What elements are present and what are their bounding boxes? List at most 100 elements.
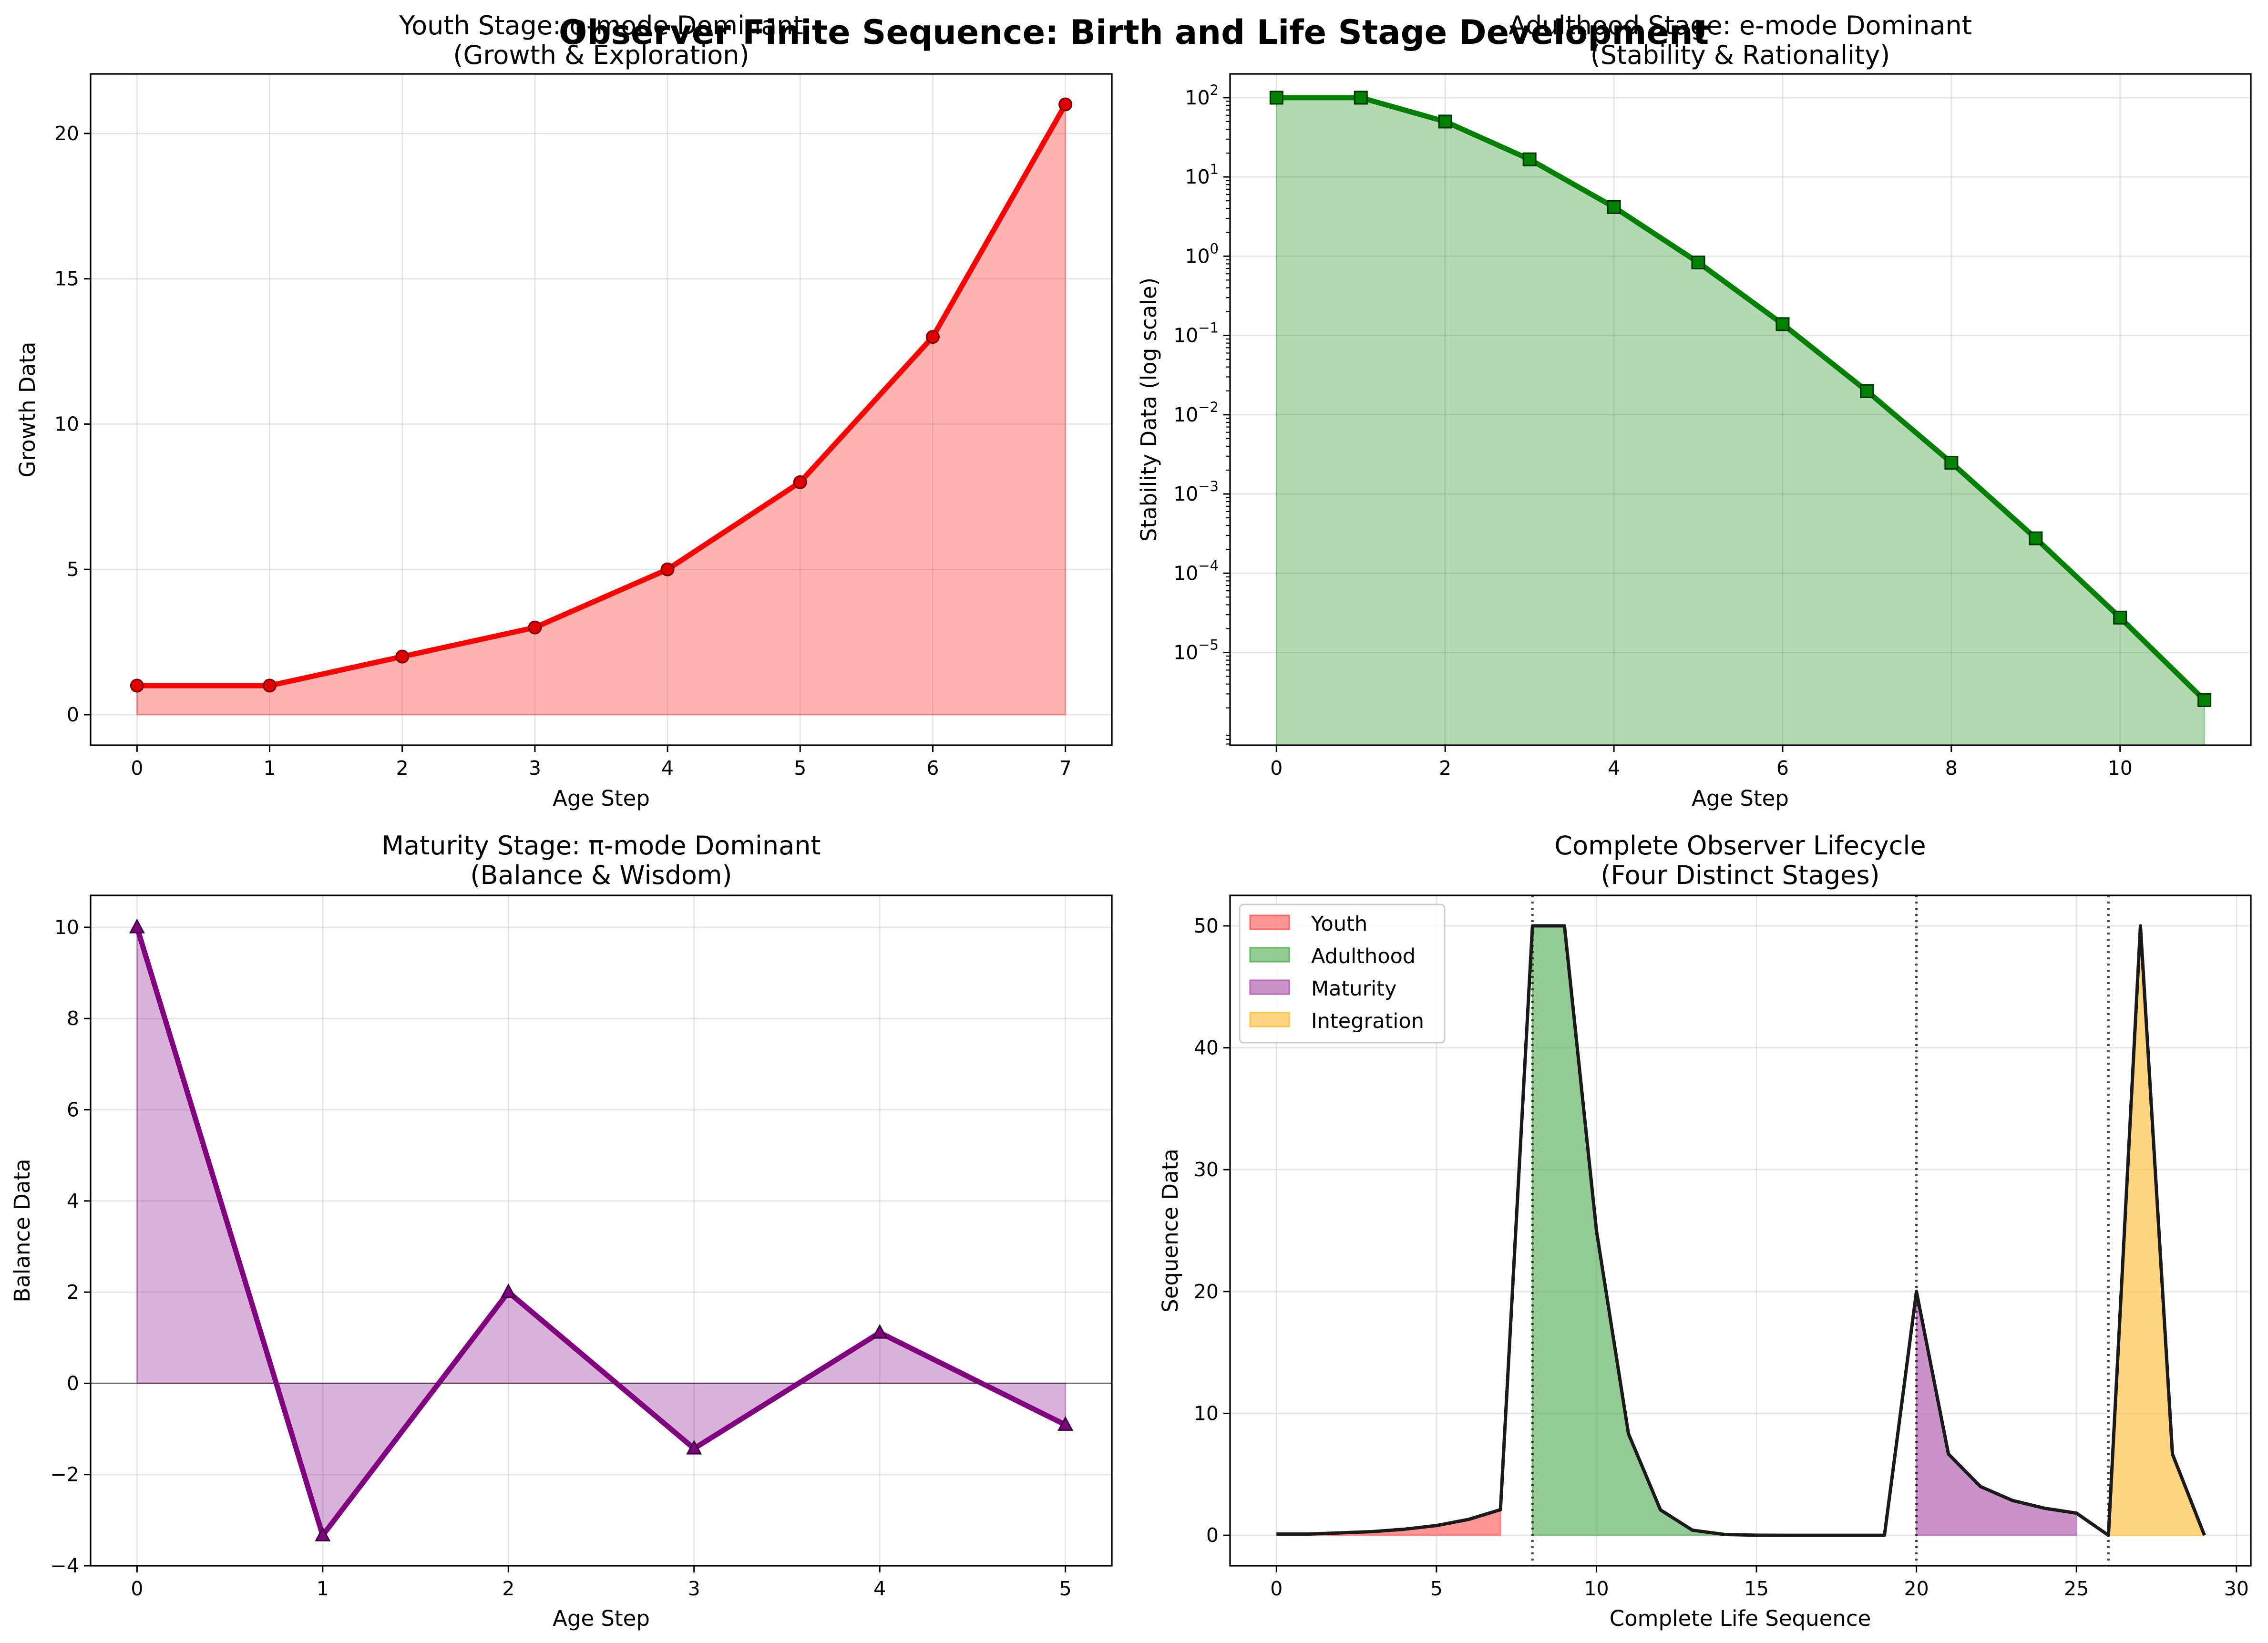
- youth-ytick-label: 0: [67, 703, 79, 726]
- lifecycle-xtick-label: 15: [1744, 1577, 1769, 1600]
- adulthood-series: [1269, 91, 2212, 746]
- youth-title-line1: Youth Stage: φ-mode Dominant: [399, 10, 803, 41]
- legend-label-integration: Integration: [1311, 1009, 1424, 1033]
- adulthood-title-line1: Adulthood Stage: e-mode Dominant: [1509, 10, 1972, 41]
- lifecycle-ylabel: Sequence Data: [1158, 1149, 1183, 1313]
- maturity-ytick-label: 0: [67, 1372, 79, 1395]
- adulthood-title-line2: (Stability & Rationality): [1591, 40, 1890, 70]
- adulthood-xtick-label: 6: [1776, 757, 1789, 780]
- youth-point: [130, 678, 144, 693]
- legend-label-youth: Youth: [1311, 912, 1367, 936]
- adulthood-ylabel: Stability Data (log scale): [1136, 277, 1161, 542]
- maturity-title-line1: Maturity Stage: π-mode Dominant: [381, 831, 821, 861]
- maturity-ytick-label: 2: [67, 1281, 79, 1304]
- legend-swatch-adulthood: [1249, 947, 1290, 963]
- adulthood-line: [1276, 95, 2206, 702]
- lifecycle-title-line2: (Four Distinct Stages): [1601, 860, 1879, 890]
- maturity-point: [686, 1439, 702, 1455]
- maturity-title-line2: (Balance & Wisdom): [470, 860, 732, 890]
- maturity-xtick-label: 4: [873, 1577, 886, 1600]
- maturity-axes-frame: [90, 894, 1113, 1567]
- youth-ticks: 0 1 2 3 4 5 6 7 0 5 10 15 20: [54, 122, 1072, 780]
- youth-ytick-label: 20: [54, 122, 79, 145]
- youth-ytick-label: 5: [67, 558, 79, 581]
- lifecycle-axes-frame: [1229, 894, 2252, 1567]
- adulthood-point: [1354, 91, 1368, 105]
- youth-ytick-label: 10: [54, 412, 79, 435]
- maturity-ytick-label: 10: [54, 916, 79, 939]
- lifecycle-ytick-label: 50: [1194, 914, 1219, 937]
- maturity-ytick-label: −4: [51, 1554, 79, 1577]
- maturity-point: [500, 1283, 516, 1298]
- maturity-xtick-label: 2: [502, 1577, 514, 1600]
- lifecycle-xlabel: Complete Life Sequence: [1610, 1606, 1871, 1631]
- youth-point: [263, 678, 277, 693]
- maturity-xtick-label: 0: [131, 1577, 143, 1600]
- youth-xtick-label: 2: [396, 757, 409, 780]
- legend-label-adulthood: Adulthood: [1311, 945, 1416, 968]
- maturity-ylabel: Balance Data: [10, 1159, 35, 1302]
- maturity-point: [1057, 1416, 1074, 1431]
- adulthood-point: [1269, 91, 1283, 105]
- legend-label-maturity: Maturity: [1311, 977, 1397, 1001]
- maturity-ytick-label: 6: [67, 1099, 79, 1121]
- lifecycle-panel: 0 5 10 15 20 25 30 0 10 20 30 40 50 Complete Observe…: [1158, 831, 2252, 1631]
- maturity-xtick-label: 5: [1059, 1577, 1072, 1600]
- lifecycle-line: [1276, 924, 2206, 1537]
- adulthood-ytick-label: 102: [1185, 82, 1219, 109]
- adulthood-point: [1860, 384, 1874, 398]
- youth-xlabel: Age Step: [553, 786, 650, 811]
- adulthood-point: [1691, 256, 1705, 270]
- lifecycle-ytick-label: 10: [1194, 1402, 1219, 1425]
- youth-line: [137, 103, 1068, 688]
- maturity-xtick-label: 3: [688, 1577, 700, 1600]
- lifecycle-xtick-label: 10: [1584, 1577, 1609, 1600]
- adulthood-xlabel: Age Step: [1692, 786, 1789, 811]
- maturity-ytick-label: 8: [67, 1007, 79, 1030]
- adulthood-xtick-label: 2: [1439, 757, 1451, 780]
- youth-xtick-label: 0: [131, 757, 143, 780]
- maturity-series: [91, 918, 1112, 1541]
- youth-xtick-label: 7: [1059, 757, 1072, 780]
- maturity-grid: [91, 895, 1112, 1567]
- adulthood-point: [1775, 317, 1790, 331]
- adulthood-point: [1522, 152, 1537, 166]
- youth-title-line2: (Growth & Exploration): [453, 40, 749, 70]
- youth-axes-frame: [90, 73, 1113, 746]
- adulthood-grid: [1230, 74, 2251, 745]
- lifecycle-xtick-label: 30: [2224, 1577, 2249, 1600]
- maturity-line: [134, 926, 1067, 1538]
- legend-swatch-youth: [1249, 914, 1290, 930]
- youth-grid: [91, 74, 1112, 745]
- youth-xtick-label: 5: [794, 757, 806, 780]
- adulthood-point: [2113, 610, 2127, 625]
- maturity-point: [129, 918, 145, 934]
- legend-swatch-integration: [1249, 1012, 1290, 1027]
- adulthood-xtick-label: 8: [1945, 757, 1958, 780]
- youth-xtick-label: 4: [661, 757, 674, 780]
- adulthood-xtick-label: 10: [2108, 757, 2133, 780]
- youth-ytick-label: 15: [54, 267, 79, 290]
- adulthood-xtick-label: 4: [1608, 757, 1620, 780]
- adulthood-axes-frame: [1229, 73, 2252, 746]
- lifecycle-legend: Youth Adulthood Maturity Integration: [1239, 904, 1446, 1044]
- adulthood-point: [1607, 200, 1621, 214]
- youth-point: [660, 562, 675, 576]
- legend-swatch-maturity: [1249, 979, 1290, 995]
- maturity-ytick-label: −2: [51, 1463, 79, 1486]
- adulthood-ytick-label: 10−3: [1173, 478, 1219, 505]
- maturity-xlabel: Age Step: [553, 1606, 650, 1631]
- figure-suptitle: Observer Finite Sequence: Birth and Life…: [559, 13, 1709, 52]
- youth-point: [1058, 97, 1073, 112]
- lifecycle-title-line1: Complete Observer Lifecycle: [1554, 831, 1926, 861]
- lifecycle-series: [1275, 895, 2206, 1566]
- youth-xtick-label: 3: [529, 757, 541, 780]
- adulthood-point: [2197, 693, 2212, 707]
- maturity-ytick-label: 4: [67, 1190, 79, 1212]
- lifecycle-ytick-label: 30: [1194, 1158, 1219, 1181]
- youth-point: [395, 649, 410, 664]
- adulthood-xtick-label: 0: [1270, 757, 1283, 780]
- youth-panel: 0 1 2 3 4 5 6 7 0 5 10 15 20 Youth Stage: φ-mode Dom…: [15, 10, 1113, 811]
- lifecycle-xtick-label: 5: [1430, 1577, 1443, 1600]
